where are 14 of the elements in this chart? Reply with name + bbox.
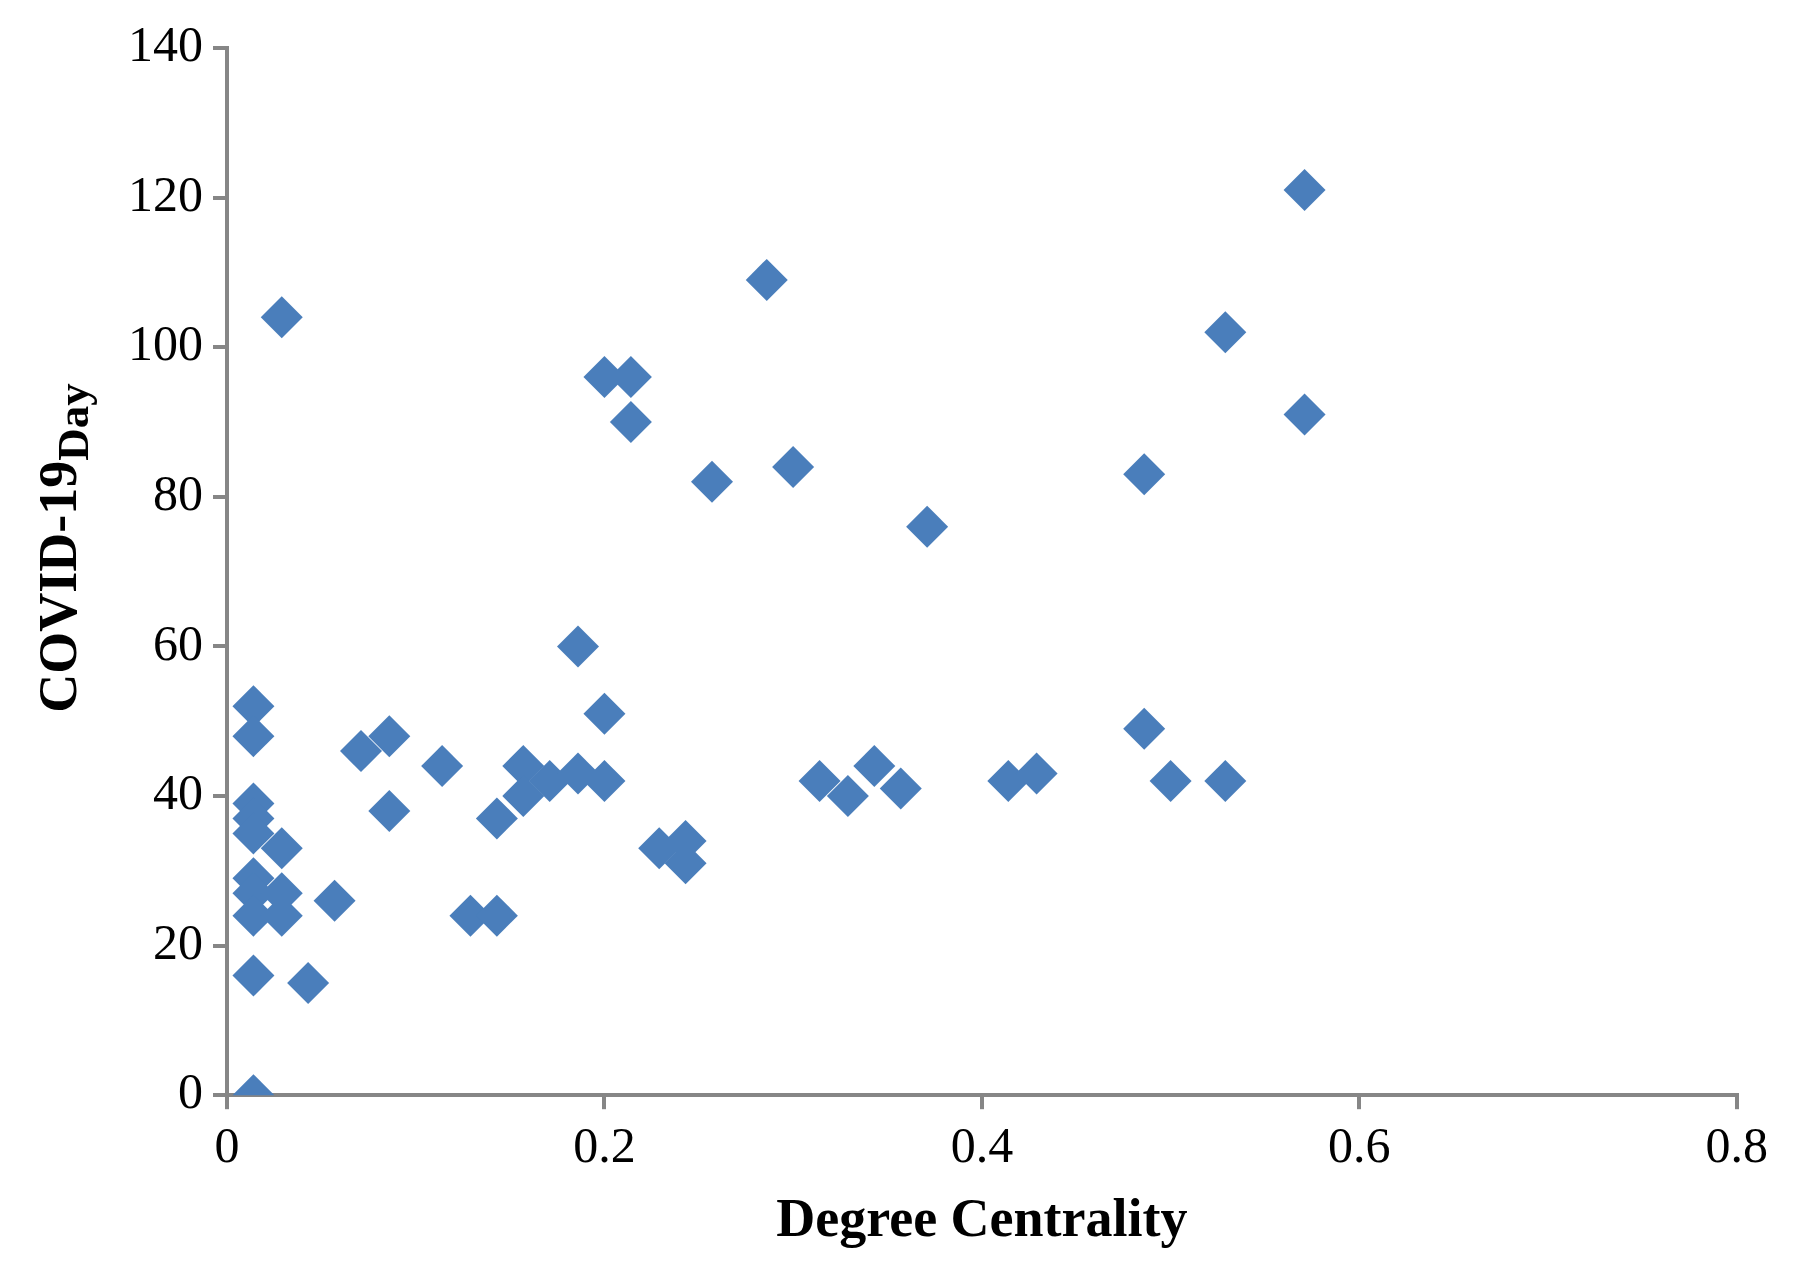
x-tick-label: 0.4 xyxy=(950,1117,1014,1174)
y-tick-label: 60 xyxy=(153,614,203,671)
y-tick-label: 40 xyxy=(153,764,203,821)
x-tick-label: 0 xyxy=(214,1117,240,1174)
y-tick-label: 120 xyxy=(128,165,203,222)
y-tick-label: 80 xyxy=(153,464,203,521)
x-axis-title: Degree Centrality xyxy=(776,1187,1188,1248)
y-tick-label: 100 xyxy=(128,315,203,372)
x-tick-label: 0.2 xyxy=(573,1117,636,1174)
x-tick-label: 0.6 xyxy=(1328,1117,1391,1174)
x-tick-label: 0.8 xyxy=(1705,1117,1768,1174)
y-tick-label: 140 xyxy=(128,16,203,73)
y-tick-label: 0 xyxy=(178,1063,203,1120)
y-tick-label: 20 xyxy=(153,913,203,970)
